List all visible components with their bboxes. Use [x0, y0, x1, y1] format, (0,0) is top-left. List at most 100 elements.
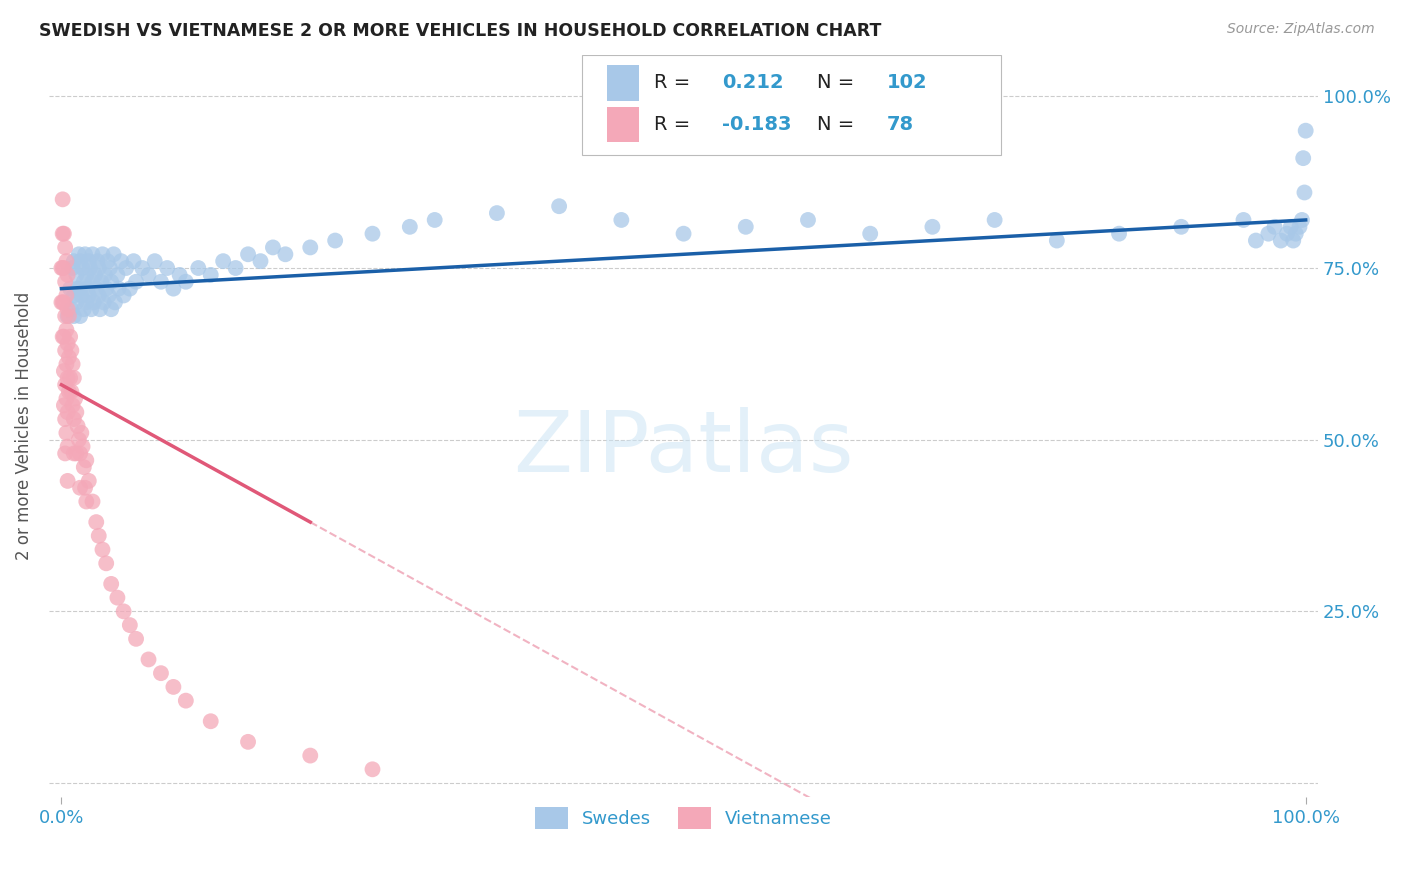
Point: [262, 240, 284, 254]
Point: [125, 632, 148, 646]
Point: [200, 268, 222, 282]
Point: [1295, 123, 1317, 137]
Point: [84, 282, 107, 296]
Point: [249, 254, 271, 268]
Point: [70, 425, 93, 440]
Point: [162, 680, 184, 694]
Bar: [607, 65, 640, 101]
Point: [53, 412, 76, 426]
Point: [1264, 219, 1286, 234]
Point: [1285, 227, 1308, 241]
Point: [58, 384, 80, 399]
Point: [236, 247, 259, 261]
Point: [100, 275, 122, 289]
Point: [69, 481, 91, 495]
Point: [63, 392, 86, 406]
Point: [138, 652, 160, 666]
Point: [797, 213, 820, 227]
Point: [86, 254, 108, 268]
Point: [65, 446, 87, 460]
Point: [1294, 186, 1316, 200]
Point: [122, 254, 145, 268]
Point: [55, 288, 77, 302]
Point: [96, 254, 118, 268]
Point: [51, 295, 73, 310]
Point: [66, 282, 89, 296]
Point: [55, 357, 77, 371]
Point: [398, 219, 420, 234]
Point: [1046, 234, 1069, 248]
Point: [56, 268, 79, 282]
Point: [610, 213, 633, 227]
Point: [1292, 151, 1315, 165]
Text: SWEDISH VS VIETNAMESE 2 OR MORE VEHICLES IN HOUSEHOLD CORRELATION CHART: SWEDISH VS VIETNAMESE 2 OR MORE VEHICLES…: [39, 22, 882, 40]
Point: [125, 275, 148, 289]
Point: [56, 302, 79, 317]
Point: [97, 288, 120, 302]
Point: [76, 282, 98, 296]
Point: [52, 295, 75, 310]
Point: [62, 357, 84, 371]
Legend: Swedes, Vietnamese: Swedes, Vietnamese: [527, 799, 839, 836]
Point: [58, 309, 80, 323]
Point: [55, 425, 77, 440]
Point: [118, 618, 141, 632]
Point: [52, 192, 75, 206]
Point: [67, 247, 90, 261]
Point: [87, 288, 110, 302]
Text: R =: R =: [654, 73, 697, 92]
Point: [51, 260, 73, 275]
Point: [859, 227, 882, 241]
Point: [52, 329, 75, 343]
Point: [56, 371, 79, 385]
Point: [299, 748, 322, 763]
Point: [83, 295, 105, 310]
Point: [59, 371, 82, 385]
Point: [1275, 227, 1298, 241]
Point: [82, 494, 104, 508]
Point: [91, 247, 114, 261]
Point: [75, 268, 97, 282]
Point: [169, 268, 191, 282]
Text: Source: ZipAtlas.com: Source: ZipAtlas.com: [1227, 22, 1375, 37]
Point: [55, 323, 77, 337]
Point: [72, 440, 94, 454]
Point: [174, 275, 197, 289]
Point: [118, 282, 141, 296]
Point: [63, 309, 86, 323]
Point: [162, 282, 184, 296]
Point: [73, 275, 96, 289]
Point: [110, 254, 132, 268]
Point: [143, 254, 166, 268]
Point: [96, 282, 118, 296]
Point: [98, 260, 121, 275]
Point: [53, 446, 76, 460]
Point: [69, 309, 91, 323]
Point: [58, 351, 80, 365]
Point: [52, 329, 75, 343]
Point: [485, 206, 508, 220]
Point: [94, 268, 117, 282]
Point: [1270, 234, 1292, 248]
Point: [115, 260, 138, 275]
Point: [52, 398, 75, 412]
Point: [983, 213, 1005, 227]
Point: [65, 405, 87, 419]
Point: [299, 240, 322, 254]
Point: [104, 295, 127, 310]
Text: -0.183: -0.183: [721, 115, 792, 134]
Point: [52, 260, 75, 275]
Point: [75, 494, 97, 508]
Point: [1108, 227, 1130, 241]
Point: [107, 282, 129, 296]
Point: [53, 377, 76, 392]
Point: [62, 260, 84, 275]
Point: [361, 227, 384, 241]
Point: [84, 268, 107, 282]
Point: [80, 302, 103, 317]
Point: [77, 474, 100, 488]
Point: [1170, 219, 1192, 234]
Point: [156, 260, 179, 275]
Point: [69, 446, 91, 460]
Point: [149, 275, 172, 289]
